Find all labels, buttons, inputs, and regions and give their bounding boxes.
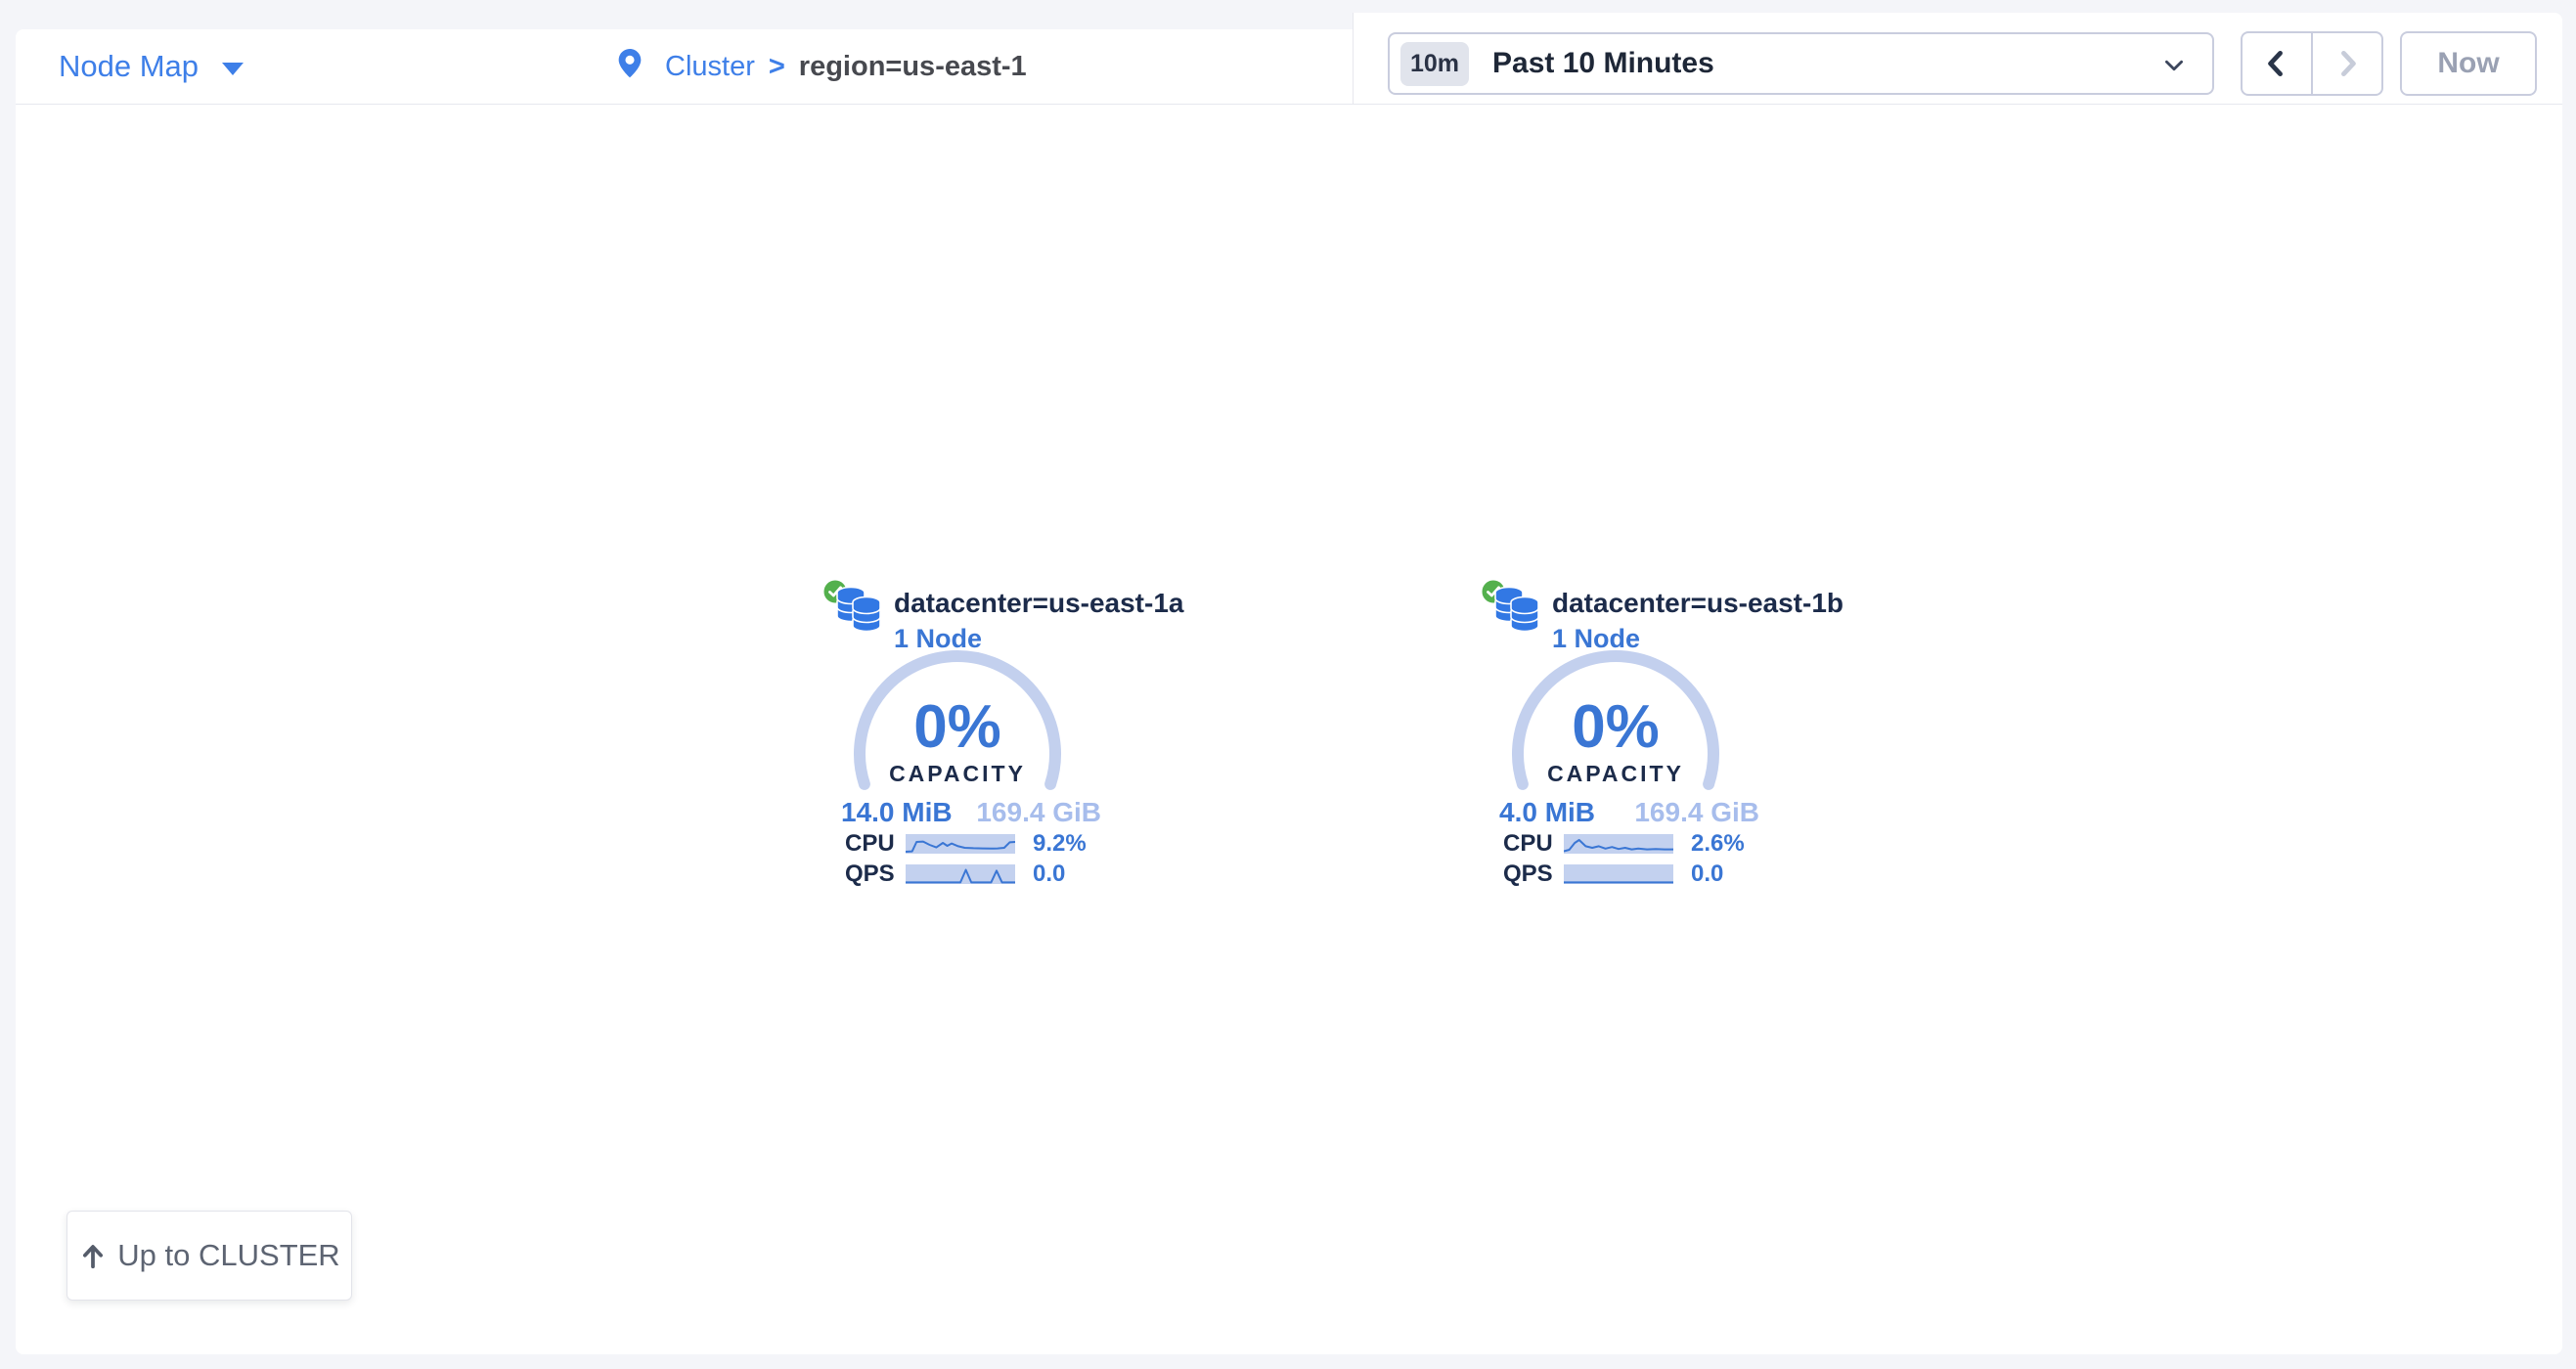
qps-metric-row: QPS 0.0 bbox=[845, 861, 1066, 887]
view-selector-label: Node Map bbox=[59, 49, 200, 83]
location-pin-icon bbox=[618, 49, 642, 78]
chevron-down-icon bbox=[2165, 60, 2183, 71]
toolbar-time: 10m Past 10 Minutes Now bbox=[1353, 13, 2562, 105]
datacenter-card-us-east-1a[interactable]: datacenter=us-east-1a 1 Node 0% CAPACITY… bbox=[822, 572, 1183, 900]
cpu-sparkline bbox=[906, 834, 1015, 854]
capacity-gauge: 0% CAPACITY bbox=[845, 641, 1070, 866]
datacenter-node-count: 1 Node bbox=[1552, 624, 1641, 653]
cpu-metric-row: CPU 9.2% bbox=[845, 830, 1087, 857]
datacenter-node-count: 1 Node bbox=[894, 624, 983, 653]
capacity-used: 14.0 MiB bbox=[841, 797, 953, 827]
capacity-percent: 0% bbox=[1572, 693, 1660, 761]
gauge-arc bbox=[1512, 649, 1719, 790]
toolbar-left: Node Map Cluster > region=us-east-1 bbox=[16, 29, 1353, 105]
capacity-values: 4.0 MiB 169.4 GiB bbox=[1499, 797, 1759, 828]
qps-label: QPS bbox=[1503, 861, 1553, 887]
cpu-value: 9.2% bbox=[1033, 830, 1087, 857]
database-stack-icon bbox=[835, 586, 882, 640]
breadcrumb-separator: > bbox=[768, 50, 785, 82]
breadcrumb: Cluster > region=us-east-1 bbox=[614, 29, 1027, 104]
breadcrumb-current: region=us-east-1 bbox=[798, 50, 1027, 82]
qps-sparkline bbox=[1564, 864, 1673, 884]
time-range-label: Past 10 Minutes bbox=[1492, 47, 1714, 79]
time-pager bbox=[2241, 31, 2383, 96]
cpu-label: CPU bbox=[845, 830, 895, 857]
chevron-right-icon bbox=[2341, 50, 2356, 77]
qps-value: 0.0 bbox=[1691, 861, 1724, 887]
qps-sparkline bbox=[906, 864, 1015, 884]
capacity-label: CAPACITY bbox=[889, 761, 1026, 786]
time-prev-button[interactable] bbox=[2243, 33, 2311, 94]
time-range-dropdown[interactable]: 10m Past 10 Minutes bbox=[1388, 32, 2214, 95]
capacity-values: 14.0 MiB 169.4 GiB bbox=[841, 797, 1101, 828]
up-to-cluster-button[interactable]: Up to CLUSTER bbox=[67, 1211, 352, 1301]
node-map-canvas: datacenter=us-east-1a 1 Node 0% CAPACITY… bbox=[16, 105, 2562, 1354]
now-button[interactable]: Now bbox=[2400, 31, 2537, 96]
chevron-left-icon bbox=[2268, 50, 2283, 77]
capacity-total: 169.4 GiB bbox=[976, 797, 1101, 827]
qps-metric-row: QPS 0.0 bbox=[1503, 861, 1724, 887]
datacenter-title: datacenter=us-east-1b bbox=[1552, 588, 1844, 618]
qps-label: QPS bbox=[845, 861, 895, 887]
chevron-down-icon bbox=[222, 62, 244, 75]
capacity-total: 169.4 GiB bbox=[1634, 797, 1759, 827]
cpu-label: CPU bbox=[1503, 830, 1553, 857]
cpu-metric-row: CPU 2.6% bbox=[1503, 830, 1745, 857]
capacity-used: 4.0 MiB bbox=[1499, 797, 1596, 827]
datacenter-card-us-east-1b[interactable]: datacenter=us-east-1b 1 Node 0% CAPACITY… bbox=[1480, 572, 1843, 900]
breadcrumb-cluster-link[interactable]: Cluster bbox=[665, 50, 755, 82]
view-selector-dropdown[interactable]: Node Map bbox=[59, 29, 244, 104]
gauge-arc bbox=[854, 649, 1061, 790]
cpu-value: 2.6% bbox=[1691, 830, 1745, 857]
capacity-percent: 0% bbox=[913, 693, 1001, 761]
datacenter-title: datacenter=us-east-1a bbox=[894, 588, 1184, 618]
capacity-label: CAPACITY bbox=[1547, 761, 1684, 786]
database-stack-icon bbox=[1493, 586, 1540, 640]
time-next-button[interactable] bbox=[2311, 33, 2381, 94]
arrow-up-icon bbox=[83, 1245, 104, 1269]
time-range-badge: 10m bbox=[1400, 41, 1470, 86]
qps-value: 0.0 bbox=[1033, 861, 1066, 887]
capacity-gauge: 0% CAPACITY bbox=[1503, 641, 1728, 866]
up-to-cluster-label: Up to CLUSTER bbox=[117, 1238, 340, 1272]
cpu-sparkline bbox=[1564, 834, 1673, 854]
